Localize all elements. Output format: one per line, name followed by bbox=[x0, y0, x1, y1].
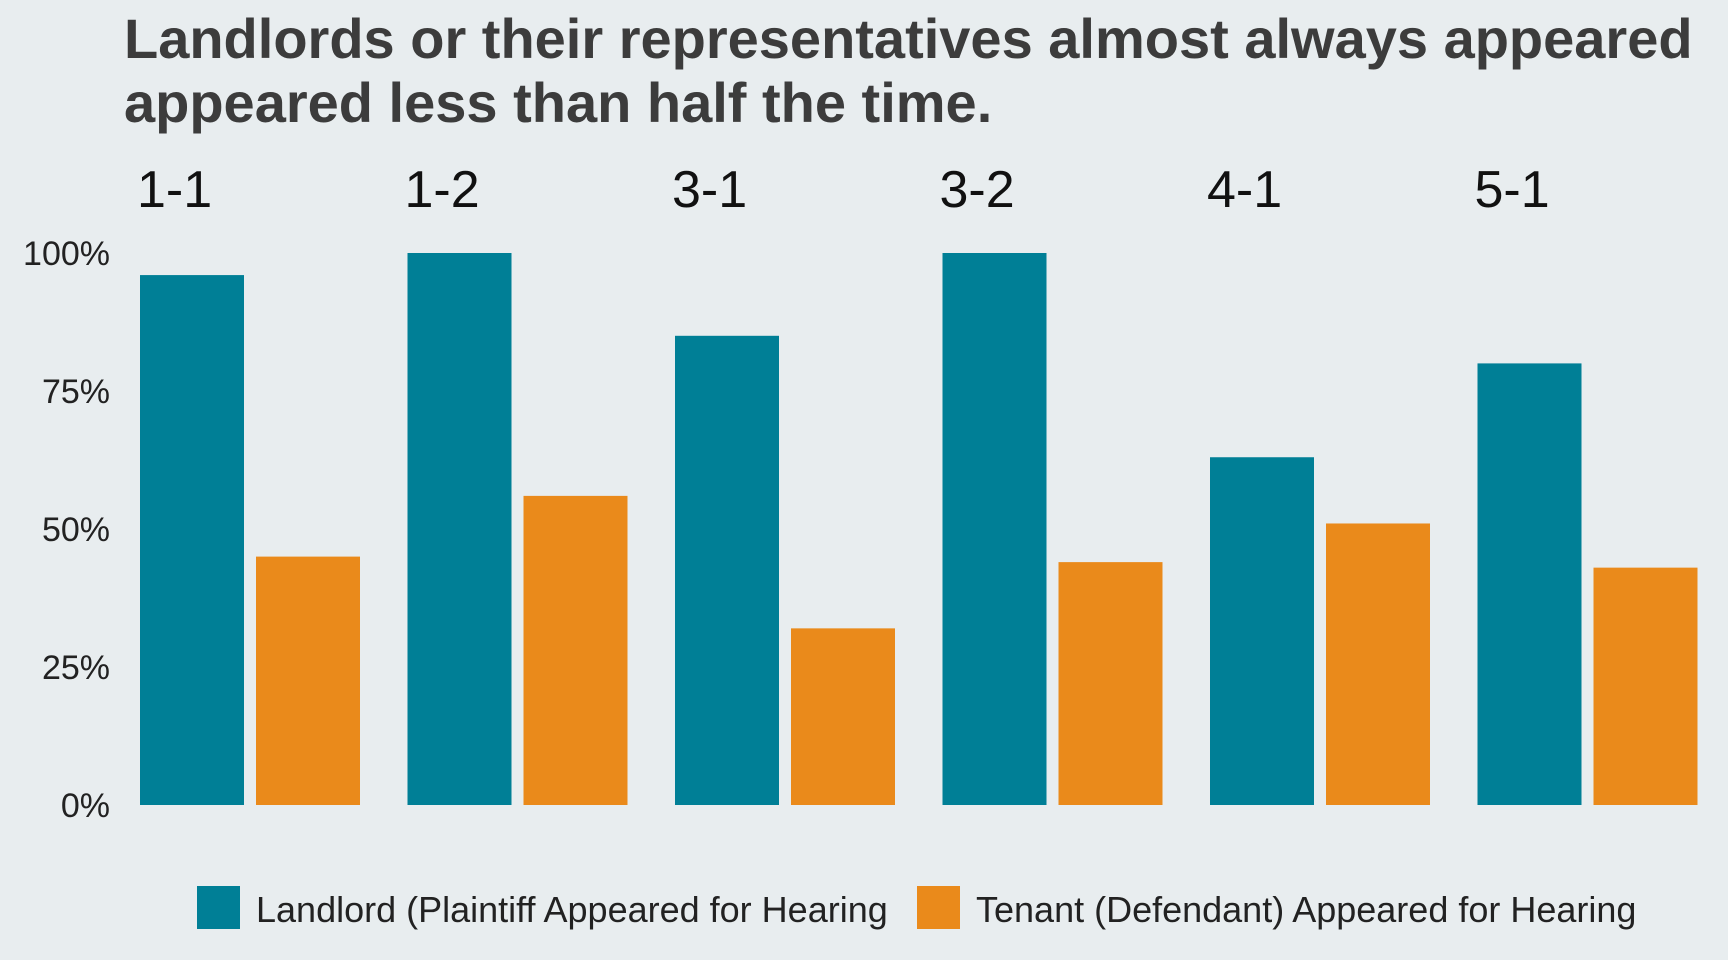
bar-landlord bbox=[1477, 363, 1582, 805]
y-tick-label: 50% bbox=[42, 511, 110, 549]
y-tick-label: 0% bbox=[61, 787, 110, 825]
bar-tenant bbox=[1326, 523, 1430, 805]
y-tick-label: 25% bbox=[42, 649, 110, 687]
bar-tenant bbox=[1058, 562, 1163, 805]
legend: Landlord (Plaintiff Appeared for Hearing… bbox=[197, 886, 1636, 930]
bar-tenant bbox=[523, 495, 628, 805]
bar-tenant bbox=[791, 628, 895, 805]
bar-landlord bbox=[675, 335, 779, 805]
bar-tenant bbox=[256, 556, 360, 805]
chart-title: Landlords or their representatives almos… bbox=[124, 7, 1693, 134]
legend-swatch-landlord bbox=[197, 886, 240, 929]
facet-label: 3-2 bbox=[940, 161, 1015, 219]
legend-label-tenant: Tenant (Defendant) Appeared for Hearing bbox=[976, 889, 1636, 930]
bar-landlord bbox=[407, 253, 512, 805]
bar-tenant bbox=[1593, 567, 1698, 805]
chart-title-line-1: Landlords or their representatives almos… bbox=[124, 7, 1693, 70]
y-tick-label: 100% bbox=[23, 235, 110, 273]
legend-swatch-tenant bbox=[917, 886, 960, 929]
legend-label-landlord: Landlord (Plaintiff Appeared for Hearing bbox=[256, 889, 888, 930]
chart-title-line-2: appeared less than half the time. bbox=[124, 71, 992, 134]
facet-label: 1-2 bbox=[405, 161, 480, 219]
bar-landlord bbox=[1210, 457, 1314, 805]
y-axis: 0% 25% 50% 75% 100% bbox=[23, 235, 110, 825]
facet-labels: 1-1 1-2 3-1 3-2 4-1 5-1 bbox=[137, 161, 1550, 219]
facet-label: 3-1 bbox=[672, 161, 747, 219]
facet-label: 5-1 bbox=[1475, 161, 1550, 219]
bar-landlord bbox=[942, 253, 1047, 805]
bars bbox=[140, 253, 1698, 806]
facet-label: 4-1 bbox=[1207, 161, 1282, 219]
y-tick-label: 75% bbox=[42, 373, 110, 411]
facet-label: 1-1 bbox=[137, 161, 212, 219]
bar-landlord bbox=[140, 275, 244, 806]
